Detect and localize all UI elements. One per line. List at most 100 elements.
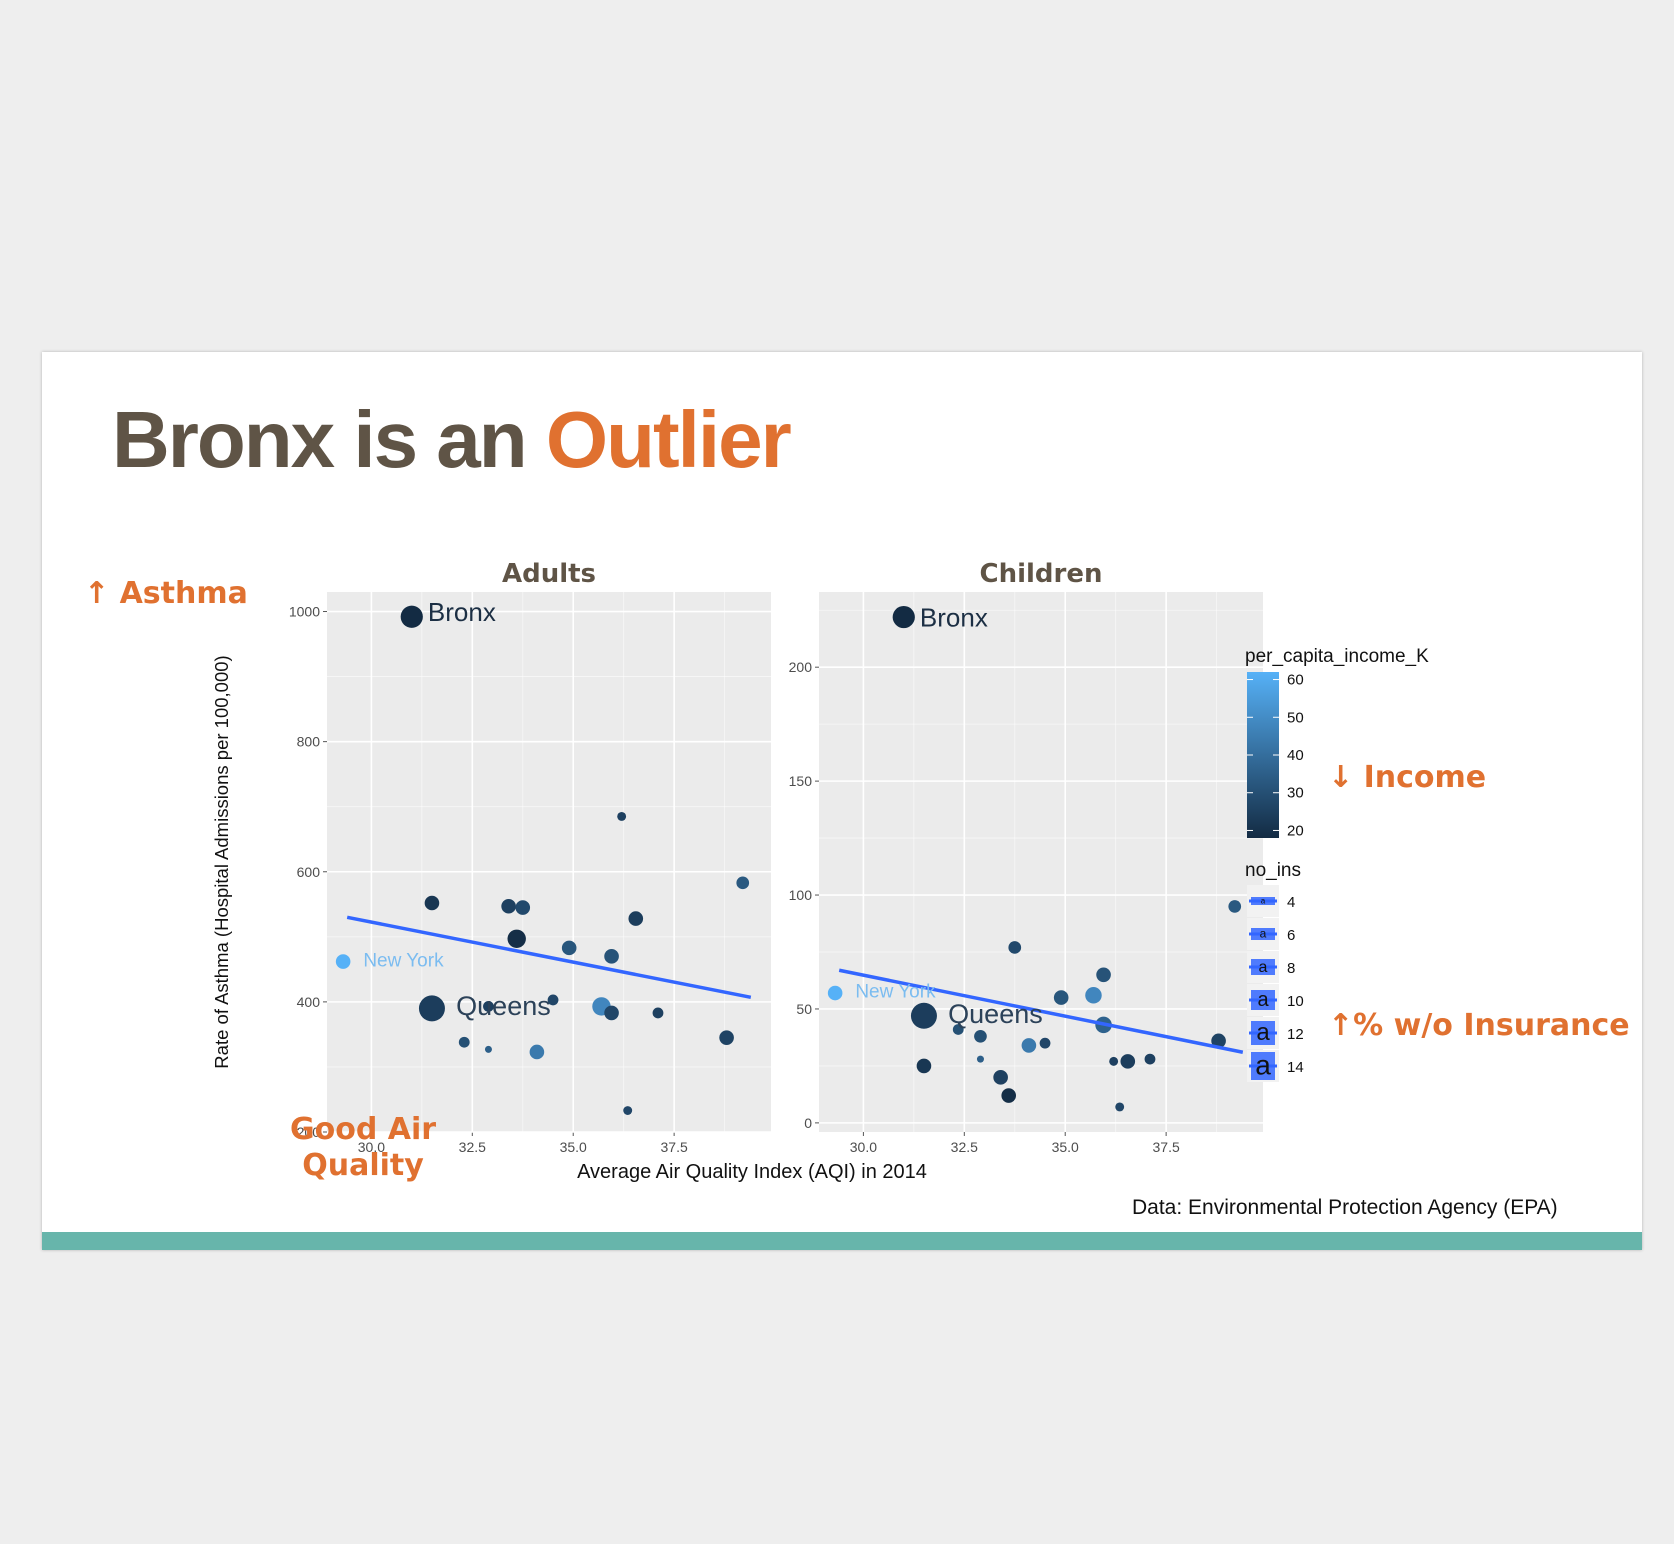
y-tick-label: 200 xyxy=(789,659,813,675)
data-point xyxy=(604,949,619,964)
color-bar-label: 60 xyxy=(1287,672,1304,689)
data-point xyxy=(652,1007,664,1019)
trend-line xyxy=(838,968,1244,1054)
color-bar-label: 40 xyxy=(1287,747,1304,764)
y-tick-label: 100 xyxy=(789,887,813,903)
data-point xyxy=(400,605,423,628)
size-key-label: 8 xyxy=(1287,960,1295,977)
color-bar-label: 30 xyxy=(1287,785,1304,802)
title-highlight: Outlier xyxy=(545,395,792,484)
data-point xyxy=(1001,1088,1017,1103)
data-point xyxy=(1053,990,1069,1005)
good-air-annotation: Good Air Quality xyxy=(290,1112,436,1184)
data-point xyxy=(827,985,843,1001)
color-legend-title: per_capita_income_K xyxy=(1245,646,1429,667)
point-label: New York xyxy=(855,982,936,1003)
size-key-label: 14 xyxy=(1287,1059,1304,1076)
good-air-line2: Quality xyxy=(302,1148,424,1183)
data-point xyxy=(604,1005,619,1021)
asthma-annotation: ↑ Asthma xyxy=(84,576,248,611)
y-tick-label: 0 xyxy=(804,1115,812,1131)
x-tick-label: 30.0 xyxy=(358,1139,385,1155)
y-tick-label: 1000 xyxy=(289,604,320,620)
x-tick-label: 37.5 xyxy=(661,1139,688,1155)
x-tick-label: 35.0 xyxy=(1052,1139,1079,1155)
data-point xyxy=(507,929,526,948)
y-tick-label: 150 xyxy=(789,773,813,789)
chart-panel-1: 30.0 32.5 35.0 37.5 0 50 100 150 200 Children Bron… xyxy=(789,559,1263,1155)
x-tick-label: 37.5 xyxy=(1153,1139,1180,1155)
size-key-label: 10 xyxy=(1287,993,1304,1010)
data-point xyxy=(993,1070,1008,1085)
data-point xyxy=(501,898,516,914)
data-point xyxy=(458,1036,470,1048)
data-point xyxy=(952,1024,964,1035)
trend-line xyxy=(346,915,752,1000)
data-point xyxy=(974,1029,987,1043)
size-key-box xyxy=(1251,897,1275,905)
data-point xyxy=(1021,1038,1037,1053)
size-key-glyph: a xyxy=(1260,927,1267,941)
data-point xyxy=(1228,900,1242,913)
data-point xyxy=(424,895,440,911)
data-point xyxy=(529,1044,545,1060)
data-point xyxy=(1211,1033,1226,1049)
data-point xyxy=(1144,1053,1156,1065)
point-label: Queens xyxy=(456,991,551,1021)
x-axis-title: Average Air Quality Index (AQI) in 2014 xyxy=(577,1161,927,1183)
point-label: New York xyxy=(363,950,444,971)
data-point xyxy=(418,995,445,1022)
size-key-box xyxy=(1251,959,1275,975)
data-point xyxy=(561,940,577,956)
size-key-label: 6 xyxy=(1287,927,1295,944)
data-point xyxy=(1096,967,1111,983)
income-annotation: ↓ Income xyxy=(1328,760,1487,795)
size-key-label: 4 xyxy=(1287,894,1295,911)
x-tick-label: 32.5 xyxy=(951,1139,978,1155)
data-point xyxy=(617,812,627,821)
color-bar-label: 20 xyxy=(1287,822,1304,839)
data-point xyxy=(483,1001,494,1012)
data-point xyxy=(736,876,750,890)
y-tick-label: 800 xyxy=(297,734,321,750)
data-point xyxy=(1115,1102,1125,1112)
facet-title: Adults xyxy=(502,559,596,589)
slide: Bronx is an Outlier 30.0 32.5 35.0 37.5 200 4… xyxy=(42,352,1642,1250)
data-point xyxy=(547,994,559,1006)
size-key-box xyxy=(1251,1021,1275,1045)
insurance-annotation: ↑% w/o Insurance xyxy=(1328,1008,1630,1043)
plot-panel-background xyxy=(327,592,771,1132)
data-point xyxy=(1008,941,1022,954)
size-key-box xyxy=(1251,990,1275,1010)
y-tick-label: 600 xyxy=(297,864,321,880)
data-point xyxy=(1085,987,1102,1004)
data-point xyxy=(335,954,351,969)
size-key-glyph: a xyxy=(1256,1019,1270,1046)
data-point xyxy=(892,605,915,629)
plot-panel-background xyxy=(819,592,1263,1132)
size-key-label: 12 xyxy=(1287,1026,1304,1043)
point-label: Queens xyxy=(948,999,1043,1029)
data-point xyxy=(1120,1054,1136,1069)
size-key-box xyxy=(1251,928,1275,940)
point-label: Bronx xyxy=(920,602,988,632)
y-tick-label: 400 xyxy=(297,994,321,1010)
data-point xyxy=(719,1030,734,1045)
slide-title: Bronx is an Outlier xyxy=(112,394,792,486)
x-tick-label: 32.5 xyxy=(459,1139,486,1155)
data-point xyxy=(515,900,531,915)
size-key-glyph: a xyxy=(1257,989,1269,1011)
data-point xyxy=(910,1002,937,1029)
size-key-glyph: a xyxy=(1261,896,1266,905)
footer-bar xyxy=(42,1232,1642,1250)
point-label: Bronx xyxy=(428,597,496,627)
size-key-glyph: a xyxy=(1259,959,1268,976)
data-point xyxy=(976,1055,984,1063)
y-tick-label: 200 xyxy=(297,1124,321,1140)
size-key-box xyxy=(1251,1052,1275,1080)
x-tick-label: 30.0 xyxy=(850,1139,877,1155)
size-key-glyph: a xyxy=(1255,1049,1271,1080)
y-tick-label: 50 xyxy=(796,1001,812,1017)
data-source: Data: Environmental Protection Agency (E… xyxy=(1132,1196,1558,1219)
data-point xyxy=(484,1045,492,1053)
